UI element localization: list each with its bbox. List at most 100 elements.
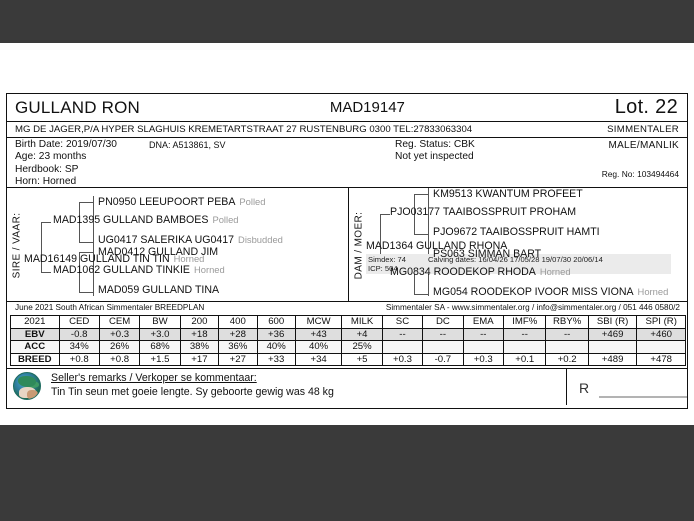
sire-ff-stub bbox=[79, 202, 93, 203]
simmentaler-globe-cattle-logo-icon bbox=[13, 371, 41, 400]
breedplan-cell bbox=[502, 340, 547, 354]
breedplan-col-header: DC bbox=[422, 315, 464, 329]
price-currency-label: R bbox=[579, 379, 590, 396]
breedplan-row-label: EBV bbox=[10, 327, 60, 342]
remarks-body: Tin Tin seun met goeie lengte. Sy geboor… bbox=[51, 385, 334, 398]
sire-gen3-rail bbox=[93, 196, 94, 296]
breedplan-cell bbox=[587, 340, 638, 354]
dam-simdex: Simdex: 74 bbox=[368, 255, 406, 264]
breedplan-cell: 68% bbox=[139, 340, 181, 354]
breedplan-table: 2021 CED CEM BW 200 400 600 MCW MILK SC DC EMA IMF% R… bbox=[10, 315, 686, 367]
breedplan-cell: +43 bbox=[294, 327, 343, 342]
breedplan-col-header: BW bbox=[139, 315, 181, 329]
pedigree-section: SIRE / VAAR: PN0950 LEEUPOORT PEBA Polled bbox=[7, 188, 687, 302]
sire-fd-stub bbox=[79, 242, 93, 243]
breedplan-data-row: ACC 34% 26% 68% 38% 36% 40% 40% 25% bbox=[10, 340, 686, 354]
breedplan-cell: +0.1 bbox=[502, 352, 547, 367]
sire-father-stub bbox=[41, 222, 51, 223]
dam-side-label: DAM / MOER: bbox=[353, 211, 364, 279]
breedplan-cell: -- bbox=[545, 327, 589, 342]
dam-calving-dates: Calving dates: 16/04/26 17/05/28 19/07/3… bbox=[428, 255, 603, 264]
breedplan-row-label: ACC bbox=[10, 340, 60, 354]
dam-fd-stub bbox=[414, 234, 428, 235]
breedplan-cell: +34 bbox=[294, 352, 343, 367]
breedplan-cell: +460 bbox=[636, 327, 686, 342]
breedplan-cell: +1.5 bbox=[139, 352, 181, 367]
dam-pedigree: DAM / MOER: KM9513 KWANTUM PROFEET PJO03… bbox=[348, 188, 687, 302]
sire-mother-sire: MAD0412 GULLAND JIM bbox=[98, 246, 219, 258]
sire-mother: MAD1062 GULLAND TINKIE Horned bbox=[53, 264, 225, 276]
bottom-letterbox-band bbox=[0, 425, 694, 521]
breedplan-col-header: EMA bbox=[462, 315, 504, 329]
breedplan-col-header: MCW bbox=[294, 315, 343, 329]
breeder-address: MG DE JAGER,P/A HYPER SLAGHUIS KREMETART… bbox=[15, 124, 473, 135]
dam-gen3-rail bbox=[428, 188, 429, 296]
dam-stats-strip: Simdex: 74 ICP: 504 Calving dates: 16/04… bbox=[366, 254, 671, 274]
dam-animal: MAD1364 GULLAND RHONA bbox=[366, 240, 508, 252]
breedplan-cell: +18 bbox=[179, 327, 220, 342]
sire-father-parents-connector bbox=[79, 202, 80, 242]
age: Age: 23 months bbox=[15, 151, 87, 163]
breedplan-col-header: CEM bbox=[98, 315, 141, 329]
breedplan-cell: +489 bbox=[587, 352, 638, 367]
inspection-status: Not yet inspected bbox=[395, 151, 474, 163]
sire-side-label: SIRE / VAAR: bbox=[11, 212, 22, 278]
dam-ff-stub bbox=[414, 194, 428, 195]
breedplan-col-header: 400 bbox=[218, 315, 258, 329]
sire-gen1-connector bbox=[41, 222, 42, 272]
breedplan-cell: +33 bbox=[256, 352, 296, 367]
price-write-in-line[interactable] bbox=[599, 395, 687, 398]
breedplan-col-header: SC bbox=[381, 315, 424, 329]
breedplan-cell bbox=[422, 340, 464, 354]
breedplan-cell: -0.8 bbox=[58, 327, 100, 342]
dam-father-parents-connector bbox=[414, 194, 415, 234]
breedplan-cell: -- bbox=[422, 327, 464, 342]
registration-number: Reg. No: 103494464 bbox=[601, 169, 679, 179]
breedplan-cell: 40% bbox=[256, 340, 296, 354]
sire-mf-stub bbox=[79, 252, 93, 253]
registration-status: Reg. Status: CBK bbox=[395, 139, 475, 150]
breedplan-col-header: SPI (R) bbox=[636, 315, 686, 329]
dna-info: DNA: A513861, SV bbox=[149, 140, 226, 150]
lot-number: Lot. 22 bbox=[614, 96, 678, 118]
top-letterbox-band bbox=[0, 0, 694, 43]
breedplan-cell: +0.2 bbox=[545, 352, 589, 367]
breedplan-cell: +4 bbox=[341, 327, 383, 342]
lower-white-margin bbox=[0, 409, 694, 425]
sex-label: MALE/MANLIK bbox=[608, 140, 679, 151]
breedplan-cell: +28 bbox=[218, 327, 258, 342]
dam-father: PJO03177 TAAIBOSSPRUIT PROHAM bbox=[390, 206, 577, 218]
breedplan-header-row: 2021 CED CEM BW 200 400 600 MCW MILK SC DC EMA IMF% R… bbox=[10, 315, 686, 329]
sire-father-dam: UG0417 SALERIKA UG0417 Disbudded bbox=[98, 234, 283, 246]
breedplan-cell: +3.0 bbox=[139, 327, 181, 342]
dam-icp: ICP: 504 bbox=[368, 264, 398, 273]
breedplan-cell: -- bbox=[381, 327, 424, 342]
animal-catalogue-card: GULLAND RON MAD19147 Lot. 22 MG DE JAGER… bbox=[6, 93, 688, 409]
sire-mother-parents-connector bbox=[79, 252, 80, 292]
breedplan-cell: 36% bbox=[218, 340, 258, 354]
breedplan-cell: +36 bbox=[256, 327, 296, 342]
breedplan-cell: +469 bbox=[587, 327, 638, 342]
breedplan-cell bbox=[636, 340, 686, 354]
dam-father-dam: PJO9672 TAAIBOSSPRUIT HAMTI bbox=[433, 226, 600, 238]
birth-date: Birth Date: 2019/07/30 bbox=[15, 139, 117, 150]
upper-white-margin bbox=[0, 43, 694, 93]
animal-name: GULLAND RON bbox=[15, 97, 141, 117]
sire-mother-dam: MAD059 GULLAND TINA bbox=[98, 284, 220, 296]
breed-name: SIMMENTALER bbox=[607, 124, 679, 135]
breedplan-cell: +5 bbox=[341, 352, 383, 367]
breedplan-col-header: MILK bbox=[341, 315, 383, 329]
breedplan-col-header: 2021 bbox=[10, 315, 60, 329]
breedplan-col-header: IMF% bbox=[502, 315, 547, 329]
breedplan-data-row: BREED +0.8 +0.8 +1.5 +17 +27 +33 +34 +5 +0.3 -0.7 +… bbox=[10, 352, 686, 367]
sire-father-sire: PN0950 LEEUPOORT PEBA Polled bbox=[98, 196, 266, 208]
dam-mother-parents-connector bbox=[414, 254, 415, 294]
remarks-title: Seller's remarks / Verkoper se kommentaa… bbox=[51, 371, 257, 384]
breedplan-col-header: RBY% bbox=[545, 315, 589, 329]
breedplan-cell: +0.3 bbox=[462, 352, 504, 367]
breedplan-cell: -- bbox=[502, 327, 547, 342]
breedplan-cell: -0.7 bbox=[422, 352, 464, 367]
breedplan-contact: Simmentaler SA - www.simmentaler.org / i… bbox=[385, 303, 680, 312]
horn-status: Horn: Horned bbox=[15, 176, 77, 188]
sire-pedigree: SIRE / VAAR: PN0950 LEEUPOORT PEBA Polled bbox=[7, 188, 348, 302]
